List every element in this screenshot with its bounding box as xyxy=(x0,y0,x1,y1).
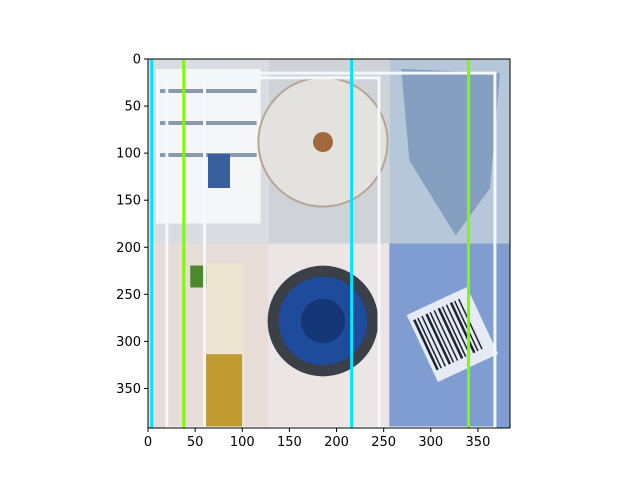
tile-detail-bar xyxy=(441,306,467,358)
tile-detail-bottle-center xyxy=(312,132,333,153)
image-grid xyxy=(148,59,510,428)
x-tick-label: 300 xyxy=(418,435,443,450)
y-axis: 0 50 100 150 200 250 300 350 xyxy=(116,53,148,397)
x-tick-label: 250 xyxy=(371,435,396,450)
x-tick-label: 350 xyxy=(466,435,491,450)
tile-detail-shelf-board xyxy=(160,121,257,125)
y-tick-label: 0 xyxy=(133,53,141,68)
x-axis: 0 50 100 150 200 250 300 350 xyxy=(144,428,491,450)
x-tick-label: 50 xyxy=(187,435,204,450)
plot-frame xyxy=(147,58,511,429)
y-tick-label: 300 xyxy=(116,335,141,350)
tile-detail-bar xyxy=(429,311,455,363)
x-tick-label: 200 xyxy=(324,435,349,450)
tile-detail-bar xyxy=(457,298,483,350)
tile-detail-bar xyxy=(417,317,442,369)
y-tick-label: 200 xyxy=(116,241,141,256)
y-tick-label: 150 xyxy=(116,194,141,209)
tile-detail-bar xyxy=(445,304,471,356)
overlay-annotations xyxy=(150,59,497,428)
tile-detail-shelf xyxy=(156,69,261,224)
tile-detail-paper xyxy=(401,69,500,236)
x-tick-label: 0 xyxy=(144,435,152,450)
tile-detail-box xyxy=(208,154,230,188)
tile-detail-bar xyxy=(437,307,464,359)
tile-detail-bar xyxy=(453,300,479,352)
tile-detail-cap-core xyxy=(300,298,346,344)
tile-detail-shelf-board xyxy=(160,89,257,93)
x-tick-label: 100 xyxy=(230,435,255,450)
y-tick-label: 350 xyxy=(116,382,141,397)
tile-detail-bar xyxy=(433,310,459,361)
y-tick-label: 250 xyxy=(116,288,141,303)
x-tick-label: 150 xyxy=(277,435,302,450)
y-tick-label: 50 xyxy=(124,100,141,115)
tile-detail-bar xyxy=(421,315,447,367)
tile-detail-bar xyxy=(425,313,452,365)
tile-detail-label xyxy=(406,287,499,382)
tile-detail-barcode xyxy=(406,287,499,382)
tile-detail-cap xyxy=(190,265,207,288)
tile-detail-oil xyxy=(205,354,243,428)
tile-detail-bar xyxy=(413,319,439,371)
y-tick-label: 100 xyxy=(116,147,141,162)
